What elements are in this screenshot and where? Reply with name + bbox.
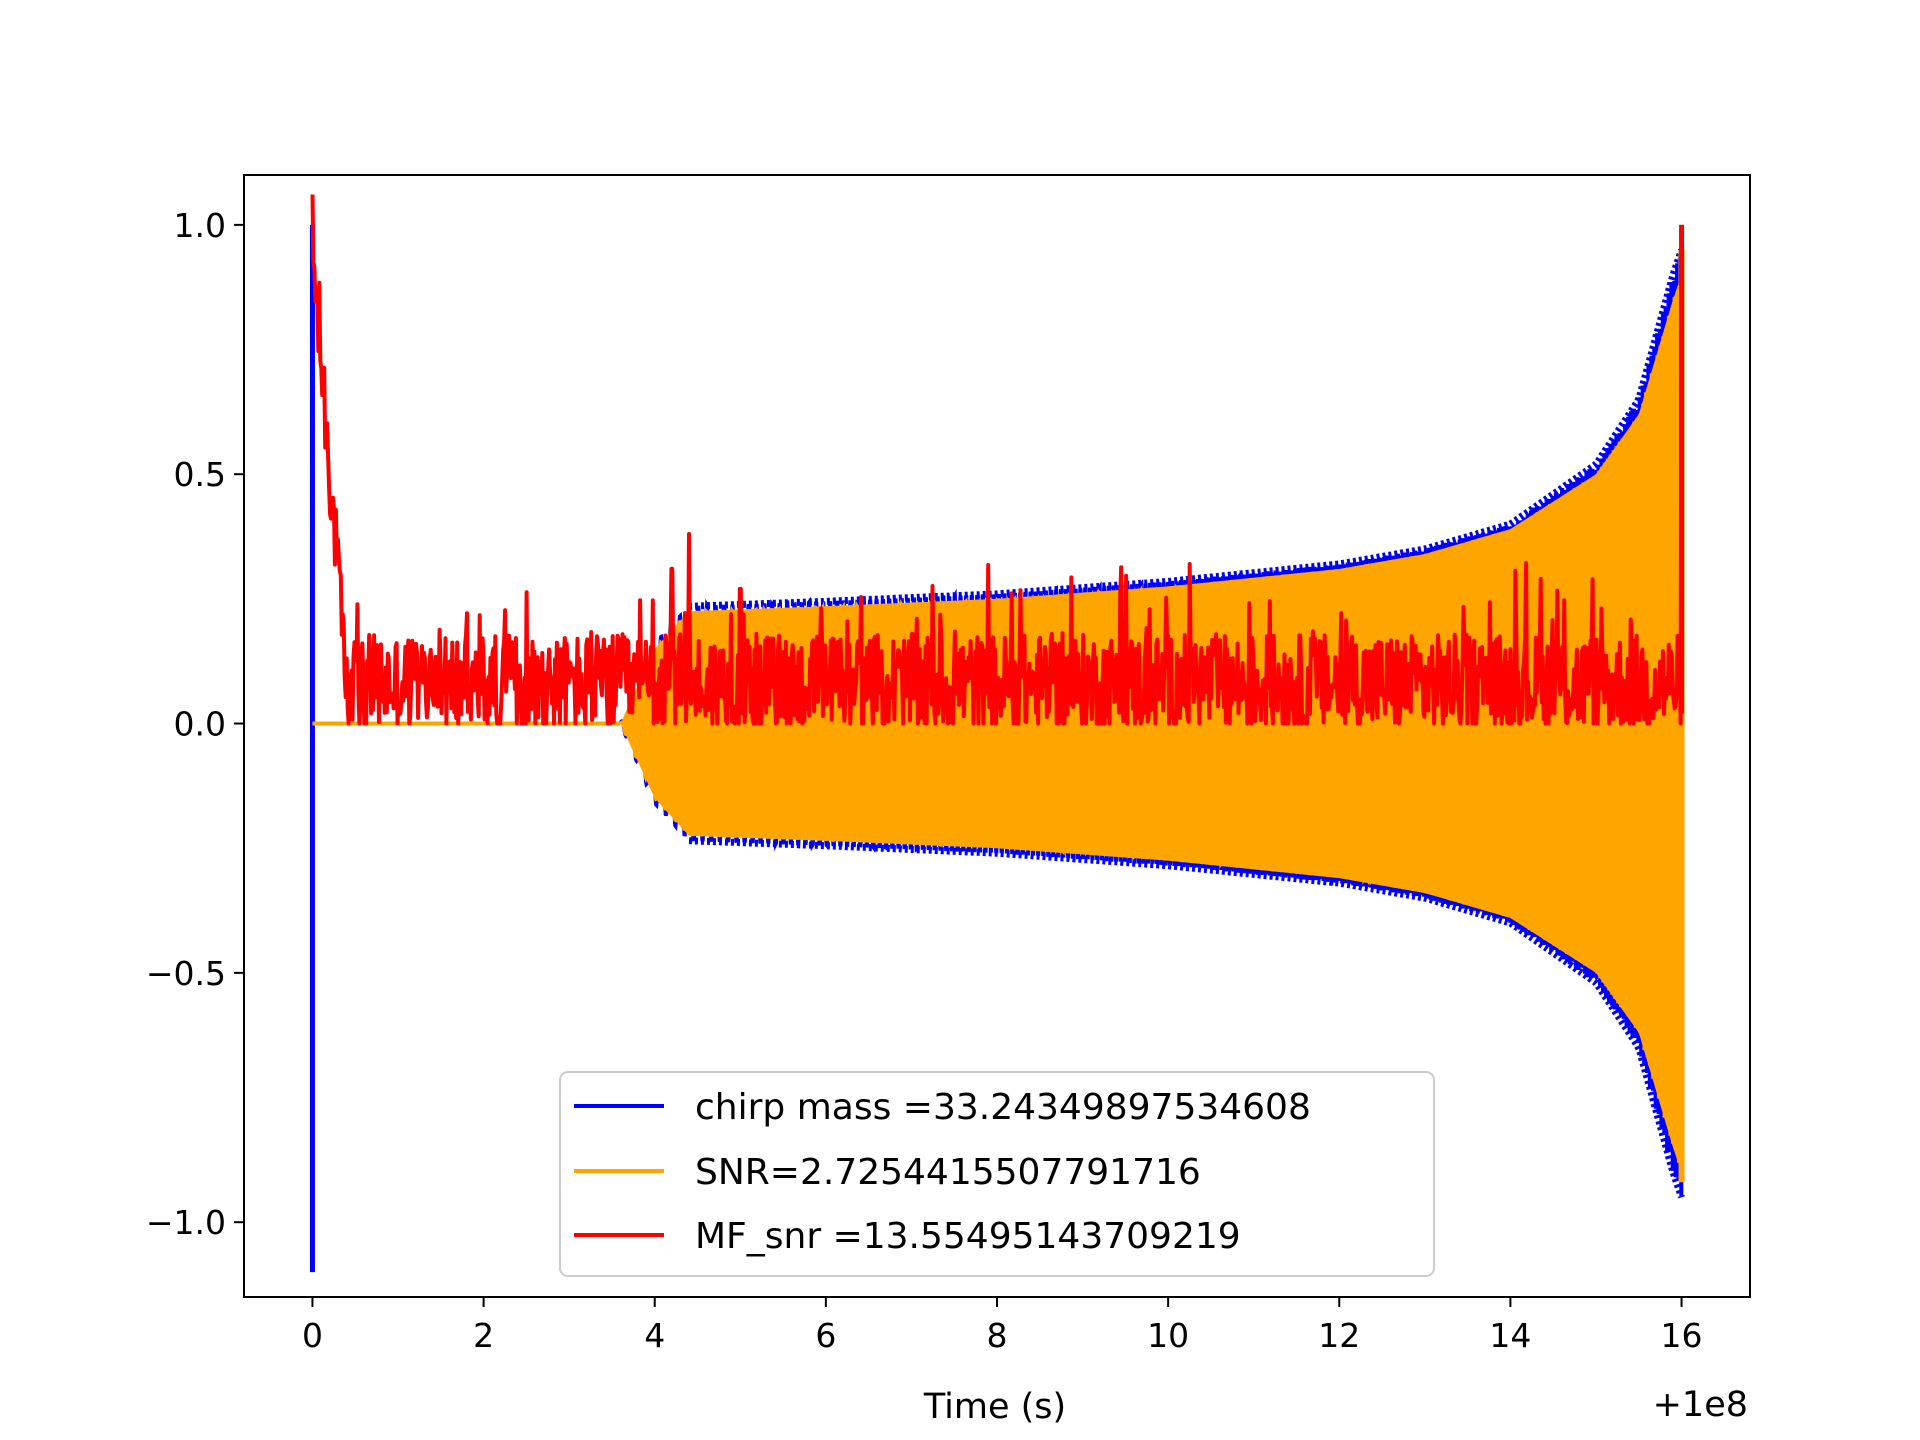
x-tick-label: 16 [1661, 1316, 1703, 1355]
x-axis-label: Time (s) [923, 1387, 1066, 1427]
x-tick-label: 12 [1318, 1316, 1360, 1355]
series-mf-snr [310, 194, 1685, 726]
y-axis: −1.0 −0.5 0.0 0.5 1.0 [146, 206, 244, 1242]
x-tick-label: 2 [473, 1316, 494, 1355]
chirp-envelope-upper [689, 248, 1685, 610]
y-tick-label: −1.0 [146, 1203, 226, 1242]
chirp-envelope-lower [688, 837, 1685, 1199]
x-tick-label: 0 [302, 1316, 323, 1355]
y-tick-label: 1.0 [174, 206, 226, 245]
x-axis-offset-label: +1e8 [1653, 1385, 1748, 1425]
y-tick-label: 0.5 [174, 455, 226, 494]
x-tick-label: 14 [1489, 1316, 1531, 1355]
x-axis: 0 2 4 6 8 10 12 14 16 [302, 1297, 1703, 1355]
x-tick-label: 8 [987, 1316, 1008, 1355]
legend-label-snr: SNR=2.7254415507791716 [695, 1152, 1201, 1193]
x-tick-label: 6 [815, 1316, 836, 1355]
plot-area [309, 194, 1685, 1273]
x-tick-label: 4 [644, 1316, 665, 1355]
legend: chirp mass =33.24349897534608 SNR=2.7254… [559, 1071, 1435, 1277]
y-tick-label: −0.5 [146, 954, 226, 993]
mf-snr-line [310, 194, 1684, 726]
legend-label-mf-snr: MF_snr =13.55495143709219 [695, 1216, 1241, 1257]
x-tick-label: 10 [1147, 1316, 1189, 1355]
y-tick-label: 0.0 [174, 705, 226, 744]
legend-box [559, 1071, 1435, 1277]
legend-label-chirp-mass: chirp mass =33.24349897534608 [695, 1087, 1311, 1128]
